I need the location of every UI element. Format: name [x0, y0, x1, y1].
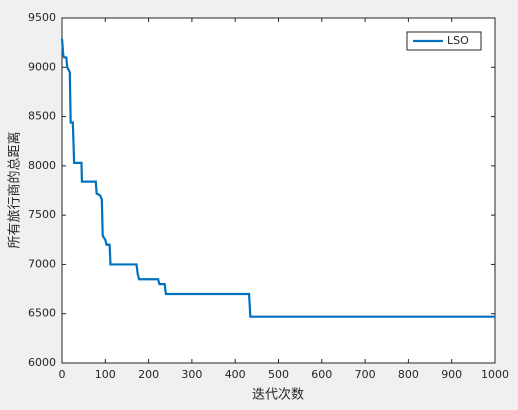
- y-tick-label: 7000: [28, 257, 56, 270]
- legend-box: [406, 31, 482, 51]
- x-tick-label: 0: [59, 368, 66, 381]
- x-tick-label: 300: [181, 368, 202, 381]
- x-tick-label: 400: [225, 368, 246, 381]
- y-tick-label: 6000: [28, 356, 56, 369]
- data-line: [60, 38, 495, 318]
- x-tick-label: 1000: [481, 368, 509, 381]
- x-tick-label: 600: [311, 368, 332, 381]
- x-axis-label: 迭代次数: [252, 387, 304, 403]
- x-tick-label: 200: [138, 368, 159, 381]
- y-tick-label: 8500: [28, 110, 56, 123]
- plot-area: [61, 17, 496, 364]
- x-tick-label: 900: [441, 368, 462, 381]
- y-axis-label: 所有旅行商的总距离: [7, 131, 23, 248]
- y-tick-label: 8000: [28, 159, 56, 172]
- x-tick-label: 800: [398, 368, 419, 381]
- y-tick-label: 9500: [28, 11, 56, 24]
- y-tick-label: 7500: [28, 208, 56, 221]
- x-tick-label: 700: [355, 368, 376, 381]
- y-tick-label: 9000: [28, 60, 56, 73]
- legend-label: LSO: [447, 34, 469, 47]
- y-tick-label: 6500: [28, 307, 56, 320]
- x-tick-label: 500: [268, 368, 289, 381]
- x-tick-label: 100: [95, 368, 116, 381]
